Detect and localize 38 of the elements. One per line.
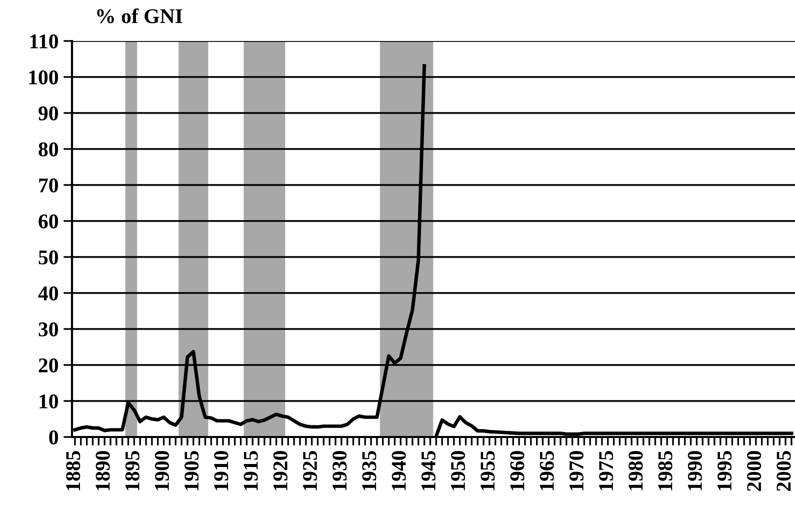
x-tick-label: 1925 <box>303 450 318 490</box>
x-tick-label: 1885 <box>66 450 80 490</box>
x-tick-label: 1990 <box>688 450 702 490</box>
y-tick-label: 70 <box>39 178 58 192</box>
y-tick-label: 80 <box>38 142 58 156</box>
x-tick-label: 1930 <box>332 450 347 490</box>
x-tick-label: 1895 <box>125 450 140 490</box>
x-tick-label: 1935 <box>362 450 376 490</box>
y-tick-label: 40 <box>38 286 58 300</box>
y-tick-label: 110 <box>30 34 58 48</box>
x-tick-label: 1985 <box>658 450 672 490</box>
x-tick-label: 1940 <box>392 450 406 490</box>
x-tick-label: 1950 <box>451 450 466 490</box>
x-tick-label: 1905 <box>184 450 199 490</box>
x-tick-label: 1980 <box>628 450 643 490</box>
x-tick-label: 1975 <box>599 450 614 490</box>
x-tick-label: 2000 <box>747 450 762 491</box>
y-tick-label: 30 <box>38 322 58 336</box>
x-tick-label: 1910 <box>214 450 228 490</box>
y-tick-label: 100 <box>29 70 58 84</box>
x-tick-label: 1995 <box>718 450 732 490</box>
x-tick-label: 2005 <box>776 450 791 491</box>
x-tick-label: 1900 <box>154 450 169 490</box>
x-tick-label: 1970 <box>569 450 584 490</box>
x-tick-label: 1890 <box>96 450 110 490</box>
x-tick-label: 1920 <box>273 450 288 490</box>
y-tick-label: 10 <box>40 394 58 408</box>
chart-title: % of GNI <box>97 8 182 24</box>
x-tick-label: 1960 <box>510 450 524 490</box>
x-tick-label: 1955 <box>480 450 495 490</box>
x-tick-label: 1915 <box>244 450 258 490</box>
x-tick-label: 1945 <box>421 450 436 490</box>
y-tick-label: 60 <box>38 214 58 228</box>
y-tick-label: 0 <box>49 430 58 444</box>
y-tick-label: 20 <box>38 358 58 372</box>
y-tick-label: 50 <box>38 250 58 264</box>
y-tick-label: 90 <box>38 106 58 120</box>
x-tick-label: 1965 <box>540 450 554 490</box>
